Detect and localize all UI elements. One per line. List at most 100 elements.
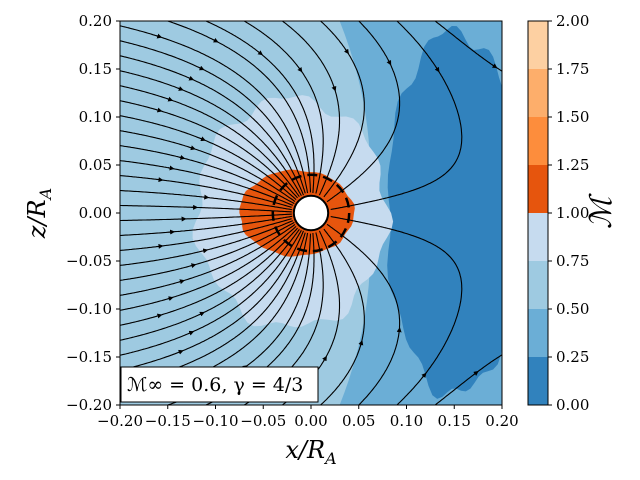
- y-tick-label: 0.20: [79, 12, 112, 30]
- streamline: [120, 221, 295, 281]
- colorbar-tick-label: 1.25: [556, 156, 589, 174]
- streamline-arrow: [156, 313, 163, 319]
- streamline: [326, 21, 401, 203]
- streamline: [120, 85, 300, 197]
- streamline: [120, 100, 298, 199]
- streamline: [434, 21, 502, 72]
- streamline-arrow: [386, 59, 392, 66]
- y-tick-label: 0.10: [79, 108, 112, 126]
- streamline-arrow: [344, 48, 349, 55]
- streamline: [320, 21, 365, 198]
- streamline-arrow: [188, 330, 195, 336]
- x-tick-label: −0.05: [240, 412, 286, 430]
- streamline-arrow: [188, 75, 195, 81]
- streamlines: [120, 21, 502, 405]
- x-tick-label: −0.10: [193, 412, 239, 430]
- streamline: [120, 40, 306, 194]
- streamline: [434, 354, 502, 405]
- colorbar: 0.00 0.25 0.50 0.75 1.00 1.25 1.50 1.75 2.00: [527, 12, 589, 414]
- streamline: [120, 204, 292, 213]
- streamline: [120, 215, 293, 237]
- colorbar-segment: [528, 117, 548, 165]
- y-axis: 0.20 0.15 0.10 0.05 0.00 −0.05 −0.10 −0.15 −0.20: [66, 12, 120, 414]
- colorbar-tick-label: 0.50: [556, 300, 589, 318]
- x-tick-label: 0.05: [342, 412, 375, 430]
- streamline-arrow: [166, 96, 174, 102]
- y-tick-label: −0.10: [66, 300, 112, 318]
- streamline: [120, 25, 309, 194]
- annotation-box: ℳ∞ = 0.6, γ = 4/3: [120, 366, 319, 403]
- streamline: [120, 230, 302, 356]
- streamline-arrow: [189, 263, 197, 269]
- streamline: [120, 230, 304, 371]
- streamline: [243, 21, 324, 194]
- streamline: [120, 55, 304, 196]
- streamline-arrow: [396, 327, 402, 334]
- colorbar-tick-label: 0.00: [556, 396, 589, 414]
- streamline-arrow: [491, 63, 498, 69]
- streamline: [205, 21, 315, 194]
- streamline-arrow: [322, 355, 327, 362]
- plot-area: [120, 21, 502, 405]
- streamline: [120, 227, 298, 326]
- streamline-arrow: [199, 136, 206, 142]
- colorbar-segment: [528, 213, 548, 261]
- colorbar-tick-label: 1.75: [556, 60, 589, 78]
- streamline: [320, 228, 365, 405]
- y-tick-label: −0.15: [66, 348, 112, 366]
- streamline: [120, 224, 296, 296]
- sonic-surface: [271, 173, 351, 253]
- x-tick-label: −0.15: [145, 412, 191, 430]
- streamline-arrow: [421, 372, 427, 379]
- accretor: [292, 194, 330, 232]
- streamline: [282, 21, 341, 196]
- colorbar-tick-label: 1.00: [556, 204, 589, 222]
- y-axis-label: z/RA: [23, 188, 55, 239]
- x-tick-label: 0.00: [294, 412, 327, 430]
- streamline-arrow: [189, 145, 196, 151]
- y-tick-label: 0.00: [79, 204, 112, 222]
- streamline-arrow: [177, 86, 184, 91]
- streamline-arrow: [178, 154, 186, 160]
- x-axis-label: x/RA: [285, 436, 336, 468]
- streamline: [330, 21, 463, 211]
- streamline-arrow: [167, 296, 174, 301]
- streamline-arrow: [156, 177, 164, 183]
- streamline-arrow: [434, 66, 440, 73]
- streamline-arrow: [473, 370, 479, 376]
- x-tick-label: −0.20: [97, 412, 143, 430]
- colorbar-segment: [528, 69, 548, 117]
- annotation-text: ℳ∞ = 0.6, γ = 4/3: [127, 374, 303, 396]
- colorbar-segment: [528, 261, 548, 309]
- streamline-arrow: [212, 37, 219, 43]
- colorbar-segment: [528, 309, 548, 357]
- colorbar-tick-label: 2.00: [556, 12, 589, 30]
- x-axis: −0.20 −0.15 −0.10 −0.05 0.00 0.05 0.10 0.15 0.20: [97, 405, 519, 430]
- colorbar-segment: [528, 165, 548, 213]
- streamline: [120, 218, 292, 251]
- y-tick-label: 0.15: [79, 60, 112, 78]
- streamline-arrow: [156, 107, 163, 113]
- y-tick-label: −0.05: [66, 252, 112, 270]
- streamline: [120, 70, 302, 196]
- streamline: [120, 160, 293, 206]
- streamline: [120, 115, 297, 201]
- x-tick-label: 0.20: [485, 412, 518, 430]
- streamline-arrow: [297, 66, 303, 73]
- y-tick-label: −0.20: [66, 396, 112, 414]
- streamline: [120, 213, 292, 222]
- y-tick-label: 0.05: [79, 156, 112, 174]
- streamline-arrow: [331, 85, 337, 92]
- streamline-arrow: [155, 33, 163, 39]
- streamline-arrow: [257, 50, 263, 56]
- colorbar-label: ℳ: [584, 193, 619, 229]
- colorbar-segment: [528, 357, 548, 405]
- streamline-arrow: [198, 65, 205, 71]
- streamline: [326, 223, 401, 405]
- streamline-arrow: [198, 311, 205, 317]
- colorbar-tick-label: 0.75: [556, 252, 589, 270]
- streamline-arrow: [178, 279, 185, 285]
- streamline: [330, 215, 463, 405]
- streamline-arrow: [156, 243, 164, 249]
